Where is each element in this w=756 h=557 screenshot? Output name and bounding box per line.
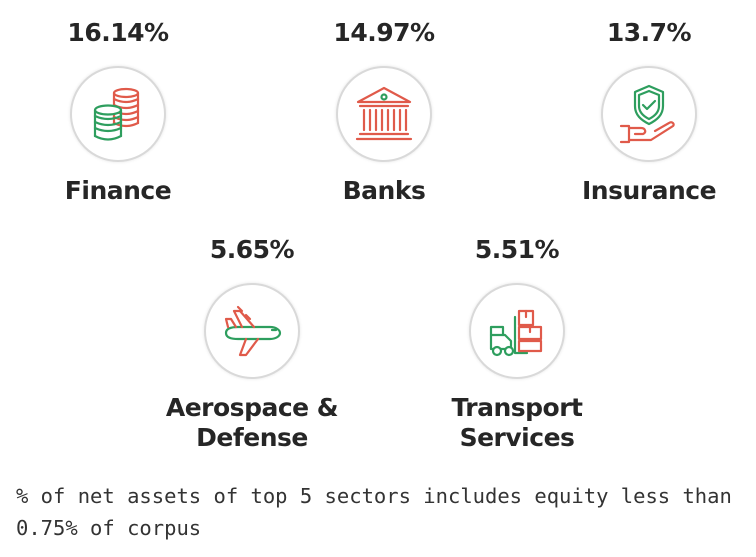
sector-insurance: 13.7% Insurance (554, 18, 744, 206)
sector-name: Insurance (581, 176, 717, 205)
sector-name: Finance (64, 176, 172, 205)
sector-percent: 5.51% (474, 235, 560, 264)
coins-icon (70, 66, 166, 162)
sector-banks: 14.97% Banks (289, 18, 479, 206)
sector-percent: 14.97% (333, 18, 435, 47)
bank-building-icon (336, 66, 432, 162)
sector-finance: 16.14% Finance (23, 18, 213, 206)
airplane-icon (204, 283, 300, 379)
sector-aerospace-defense: 5.65% Aerospace & Defense (157, 235, 347, 453)
sector-percent: 5.65% (209, 235, 295, 264)
sector-name: Aerospace & Defense (165, 393, 339, 452)
sector-percent: 16.14% (67, 18, 169, 47)
sector-percent: 13.7% (606, 18, 692, 47)
sector-name: Banks (342, 176, 426, 205)
shield-hand-icon (601, 66, 697, 162)
footnote: % of net assets of top 5 sectors include… (16, 484, 732, 540)
sector-name: Transport Services (451, 393, 583, 452)
sector-transport-services: 5.51% Transport Services (422, 235, 612, 453)
forklift-icon (469, 283, 565, 379)
